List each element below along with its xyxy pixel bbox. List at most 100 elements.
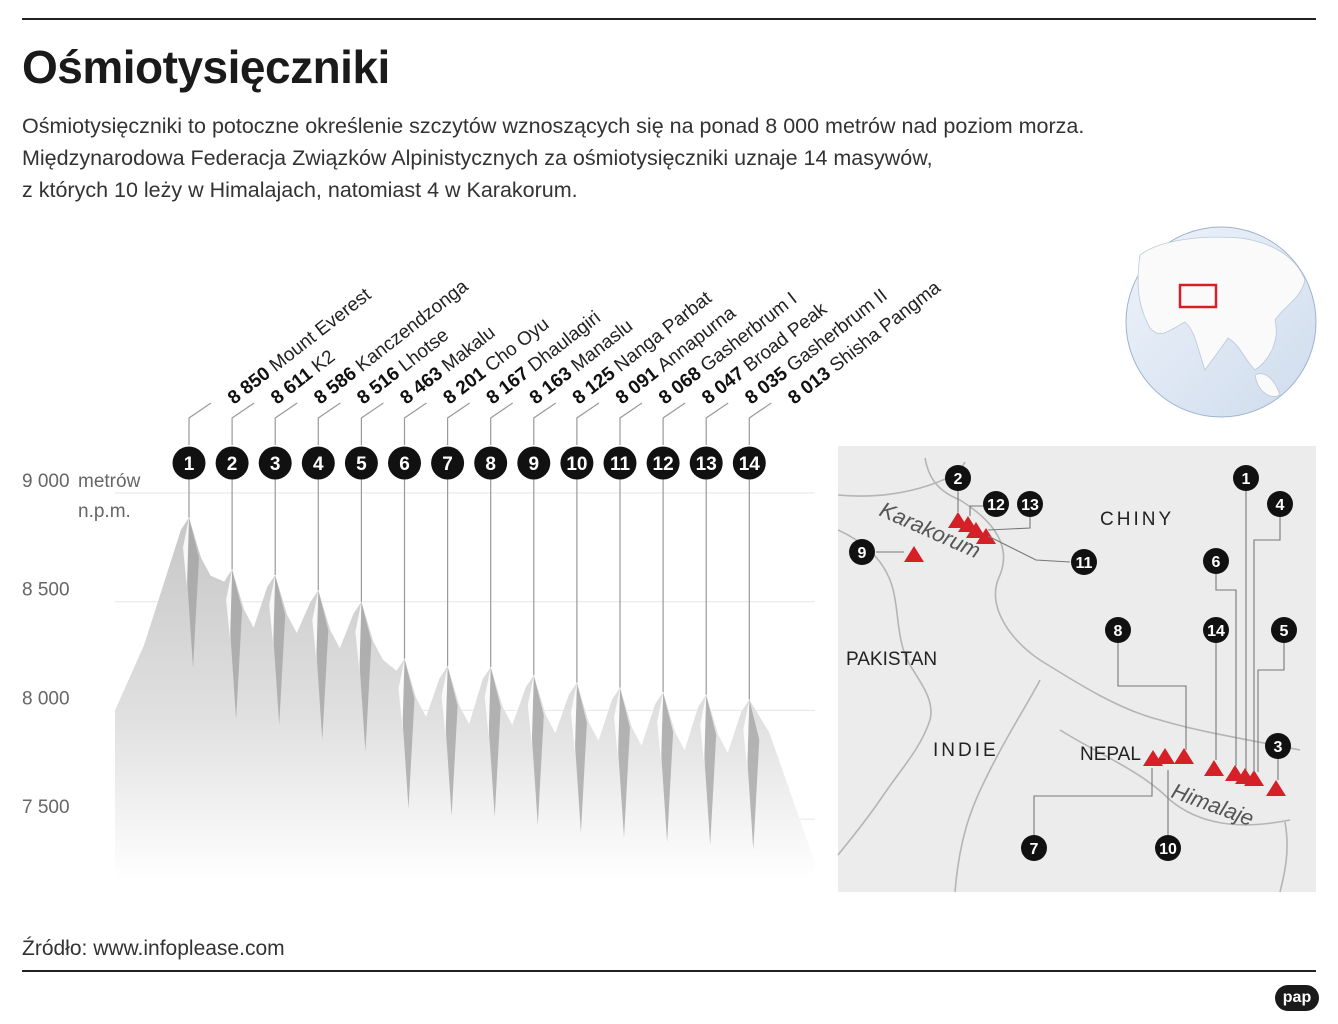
peak-location-marker xyxy=(976,528,996,544)
peak-snow xyxy=(269,575,276,646)
map-number-badge xyxy=(1155,835,1181,861)
map-number-badge xyxy=(945,465,971,491)
map-leader-line xyxy=(1033,768,1153,848)
map-leader-line xyxy=(1117,630,1187,750)
label-leader-line xyxy=(490,402,514,445)
peak-number-badge xyxy=(431,446,465,480)
peak-number-badge xyxy=(560,446,594,480)
peak-shadow xyxy=(531,675,544,826)
peak-number-badge xyxy=(344,446,378,480)
map-number-badge xyxy=(1071,549,1097,575)
peak-snow xyxy=(312,590,319,661)
peak-snow xyxy=(570,682,577,753)
peak-location-marker xyxy=(1155,748,1175,764)
globe-highlight-box xyxy=(1178,283,1218,309)
peak-snow xyxy=(355,601,362,672)
peak-number-badge xyxy=(603,446,637,480)
peak-number-badge xyxy=(517,446,551,480)
peak-location-marker xyxy=(904,546,924,562)
map-number: 8 xyxy=(1114,623,1123,640)
map-number-badge xyxy=(983,491,1009,517)
map-number-badge xyxy=(1233,465,1259,491)
peak-number: 4 xyxy=(313,454,324,475)
map-label-pakistan: PAKISTAN xyxy=(846,649,937,670)
map-number: 3 xyxy=(1274,739,1283,756)
y-tick-label: 9 000 xyxy=(22,471,70,492)
map-leader-line xyxy=(987,535,1071,563)
map-number: 9 xyxy=(858,545,867,562)
map-number: 5 xyxy=(1280,623,1289,640)
peak-snow xyxy=(441,666,448,737)
map-leader-line xyxy=(1215,562,1237,766)
peak-snow xyxy=(700,694,707,765)
peak-number: 3 xyxy=(270,454,281,475)
y-tick-label: 7 500 xyxy=(22,797,70,818)
peak-shadow xyxy=(747,699,760,850)
map-number-badge xyxy=(1271,617,1297,643)
y-tick-label: 8 000 xyxy=(22,688,70,709)
map-number: 6 xyxy=(1212,554,1221,571)
map-leader-line xyxy=(1253,506,1281,772)
peak-number: 2 xyxy=(227,454,238,475)
map-number: 10 xyxy=(1159,841,1177,858)
y-unit-label: n.p.m. xyxy=(78,501,131,522)
peak-number: 5 xyxy=(356,454,367,475)
map-number-badge xyxy=(849,539,875,565)
peak-shadow xyxy=(618,687,630,838)
map-number-badge xyxy=(1203,617,1229,643)
label-leader-line xyxy=(576,402,600,445)
map-number: 11 xyxy=(1076,555,1093,572)
peak-number-badge xyxy=(689,446,723,480)
peak-snow xyxy=(743,699,750,770)
map-number-badge xyxy=(1203,548,1229,574)
map-number: 2 xyxy=(954,471,963,488)
peak-number: 14 xyxy=(739,454,761,475)
globe-landmass xyxy=(1254,373,1281,397)
elevation-chart: metrów n.p.m. 9 000 8 500 8 000 7 500 1 8 8 5… xyxy=(22,226,1317,893)
label-leader-line xyxy=(705,402,729,445)
peak-number: 10 xyxy=(566,454,587,475)
peak-snow xyxy=(527,675,534,746)
map-number: 12 xyxy=(987,497,1005,514)
peak-number: 12 xyxy=(653,454,674,475)
label-leader-line xyxy=(274,402,298,445)
globe-landmass xyxy=(1137,236,1306,371)
peak-shadow xyxy=(273,575,286,726)
peak-number: 8 xyxy=(485,454,496,475)
peak-number: 13 xyxy=(696,454,717,475)
peak-snow xyxy=(226,569,233,640)
map-number: 14 xyxy=(1207,623,1225,640)
label-leader-line xyxy=(619,402,643,445)
peak-snow xyxy=(183,517,189,588)
map-number: 7 xyxy=(1030,841,1039,858)
locator-globe xyxy=(1125,226,1317,418)
peak-shadow xyxy=(445,666,458,817)
peak-snow xyxy=(614,687,620,758)
peak-number-badge xyxy=(215,446,249,480)
peak-location-marker xyxy=(1174,748,1194,764)
mountain-silhouette xyxy=(115,517,815,880)
map-number-badge xyxy=(1265,733,1291,759)
peak-number: 6 xyxy=(399,454,410,475)
peak-number-badge xyxy=(258,446,292,480)
map-leader-line xyxy=(1257,630,1285,772)
y-tick-label: 8 500 xyxy=(22,580,70,601)
map-number: 13 xyxy=(1021,497,1039,514)
map-number-badge xyxy=(1267,491,1293,517)
description-line: Ośmiotysięczniki to potoczne określenie … xyxy=(22,114,1085,138)
source-note: Źródło: www.infoplease.com xyxy=(22,937,285,960)
map-label-indie: INDIE xyxy=(933,740,999,761)
peak-location-marker xyxy=(1266,780,1286,796)
peak-snow xyxy=(657,692,664,763)
map-number-badge xyxy=(1105,617,1131,643)
map-number-badge xyxy=(1017,491,1043,517)
label-leader-line xyxy=(447,402,470,445)
peak-shadow xyxy=(187,517,199,668)
peak-shadow xyxy=(704,694,717,845)
description-line: z których 10 leży w Himalajach, natomias… xyxy=(22,178,578,202)
peak-shadow xyxy=(661,692,674,843)
map-label-nepal: NEPAL xyxy=(1080,744,1141,765)
label-leader-line xyxy=(533,402,557,445)
peak-location-marker xyxy=(1244,770,1264,786)
border-line xyxy=(837,457,1301,893)
